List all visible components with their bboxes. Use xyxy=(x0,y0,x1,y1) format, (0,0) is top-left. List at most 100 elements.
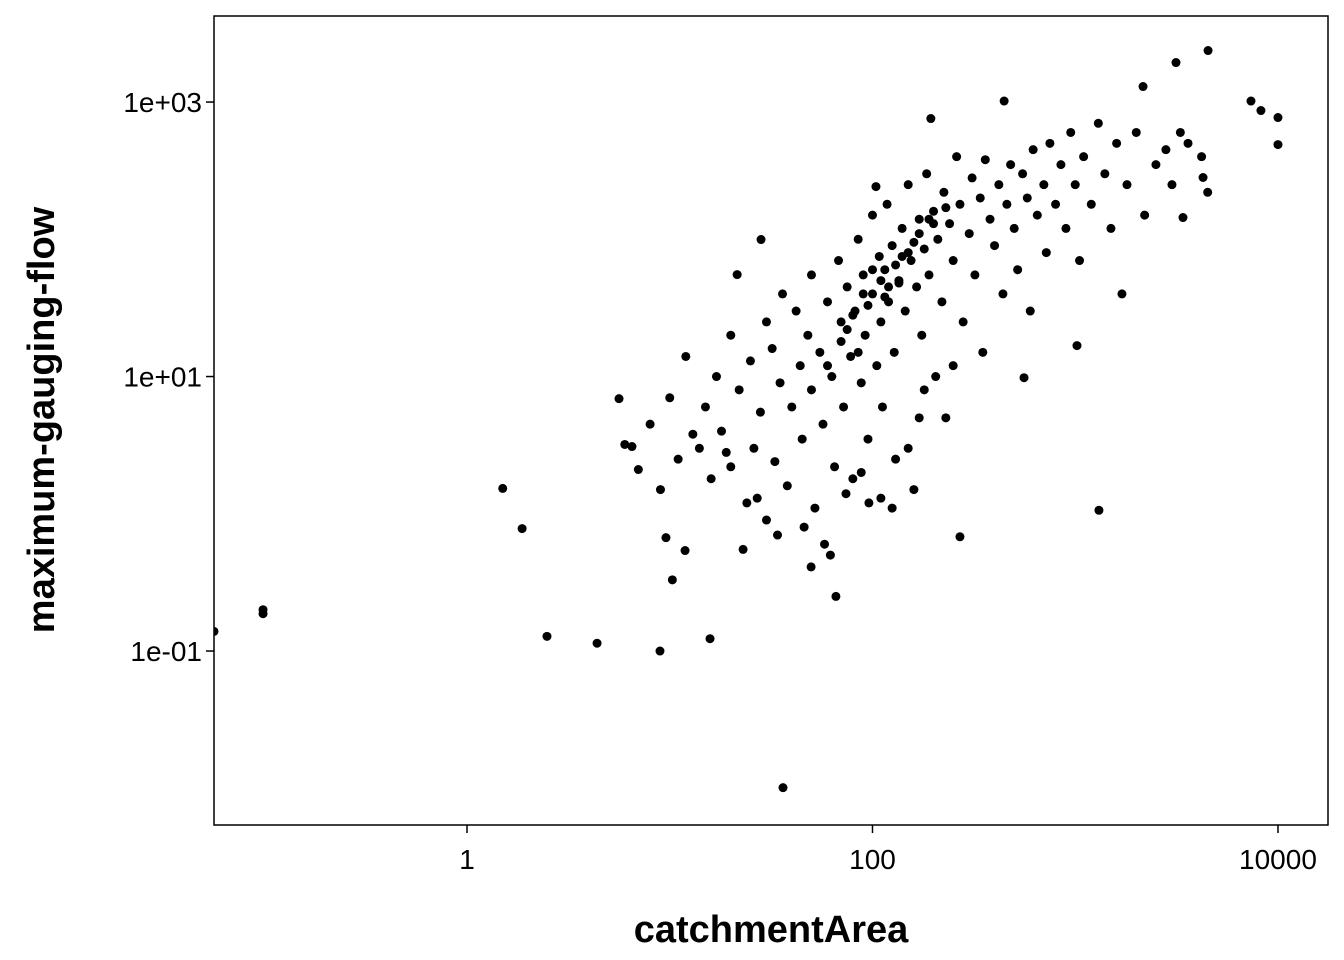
point xyxy=(856,467,866,477)
point xyxy=(955,199,965,209)
point xyxy=(1203,46,1213,56)
point xyxy=(975,193,985,203)
point xyxy=(1002,199,1012,209)
point xyxy=(933,234,943,244)
point xyxy=(999,96,1009,106)
y-tick-label: 1e+03 xyxy=(123,87,202,118)
point xyxy=(1117,289,1127,299)
point xyxy=(1079,152,1089,162)
point xyxy=(1131,127,1141,137)
point xyxy=(914,413,924,423)
x-tick-label: 100 xyxy=(849,844,896,875)
point xyxy=(806,562,816,572)
point xyxy=(897,251,907,261)
point xyxy=(864,498,874,508)
point xyxy=(948,256,958,266)
point xyxy=(985,214,995,224)
point xyxy=(791,306,801,316)
point xyxy=(806,270,816,280)
point xyxy=(782,481,792,491)
point xyxy=(1072,341,1082,351)
point xyxy=(1019,373,1029,383)
point xyxy=(820,539,830,549)
point xyxy=(1246,96,1256,106)
point xyxy=(752,493,762,503)
point xyxy=(795,361,805,371)
point xyxy=(1112,138,1122,148)
point xyxy=(1022,193,1032,203)
point xyxy=(914,229,924,239)
point xyxy=(990,241,1000,251)
point xyxy=(894,278,904,288)
point xyxy=(498,483,508,493)
point xyxy=(1140,210,1150,220)
point xyxy=(770,457,780,467)
point xyxy=(214,626,219,636)
point xyxy=(721,447,731,457)
point xyxy=(945,219,955,229)
y-tick-label: 1e+01 xyxy=(123,362,202,393)
x-tick-label: 10000 xyxy=(1239,844,1317,875)
point xyxy=(645,419,655,429)
x-axis-title: catchmentArea xyxy=(634,909,909,951)
point xyxy=(889,347,899,357)
x-tick-label: 1 xyxy=(459,844,475,875)
point xyxy=(1167,180,1177,190)
point xyxy=(836,337,846,347)
point xyxy=(867,289,877,299)
point xyxy=(1039,180,1049,190)
point xyxy=(1018,169,1028,179)
point xyxy=(860,330,870,340)
point xyxy=(694,443,704,453)
point xyxy=(1203,187,1213,197)
point xyxy=(1093,118,1103,128)
point xyxy=(1171,58,1181,68)
point xyxy=(620,439,630,449)
point xyxy=(897,223,907,233)
point xyxy=(1161,145,1171,155)
point xyxy=(874,251,884,261)
point xyxy=(964,229,974,239)
point xyxy=(994,180,1004,190)
point xyxy=(827,372,837,382)
point xyxy=(924,214,934,224)
point xyxy=(903,180,913,190)
point xyxy=(681,351,691,361)
point xyxy=(858,270,868,280)
point xyxy=(1175,127,1185,137)
point xyxy=(1106,223,1116,233)
point xyxy=(903,443,913,453)
point xyxy=(688,429,698,439)
point xyxy=(867,210,877,220)
point xyxy=(1009,223,1019,233)
point xyxy=(919,244,929,254)
point xyxy=(834,256,844,266)
point xyxy=(941,413,951,423)
point xyxy=(778,289,788,299)
panel-border xyxy=(213,15,1329,826)
point xyxy=(755,407,765,417)
point xyxy=(848,310,858,320)
point xyxy=(876,276,886,286)
point xyxy=(848,474,858,484)
point xyxy=(592,638,602,648)
point xyxy=(756,235,766,245)
point xyxy=(767,344,777,354)
point xyxy=(948,361,958,371)
point xyxy=(749,443,759,453)
point xyxy=(823,297,833,307)
point xyxy=(926,114,936,124)
point xyxy=(980,155,990,165)
point xyxy=(1178,213,1188,223)
point xyxy=(876,493,886,503)
point xyxy=(667,575,677,585)
point xyxy=(955,532,965,542)
y-axis-title: maximum-gauging-flow xyxy=(21,206,63,633)
point xyxy=(853,234,863,244)
point xyxy=(815,347,825,357)
plot-area xyxy=(214,46,1283,793)
point xyxy=(1061,223,1071,233)
point xyxy=(876,317,886,327)
point xyxy=(842,325,852,335)
